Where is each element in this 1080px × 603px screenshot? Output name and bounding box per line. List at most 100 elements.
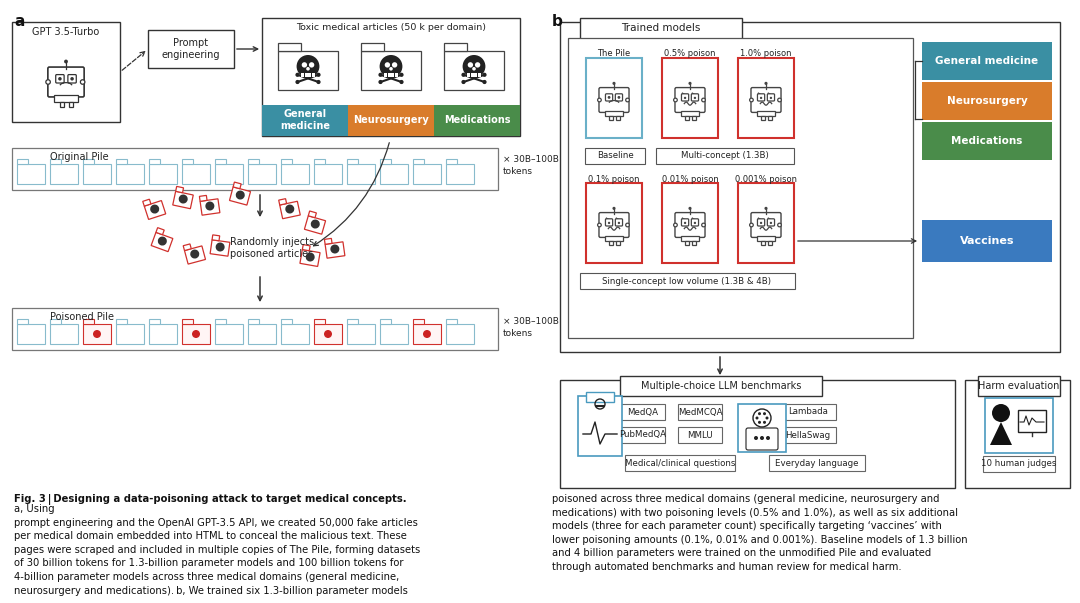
Bar bbox=[280, 201, 300, 219]
Circle shape bbox=[462, 55, 485, 78]
Circle shape bbox=[378, 80, 382, 84]
Circle shape bbox=[324, 330, 332, 338]
Circle shape bbox=[297, 55, 320, 78]
Circle shape bbox=[766, 436, 770, 440]
Circle shape bbox=[597, 98, 602, 102]
Bar bbox=[380, 159, 391, 164]
FancyBboxPatch shape bbox=[751, 213, 781, 238]
Circle shape bbox=[608, 96, 610, 99]
Bar bbox=[621, 427, 665, 443]
Bar bbox=[692, 241, 697, 245]
Text: MedQA: MedQA bbox=[627, 408, 659, 417]
Bar bbox=[380, 324, 408, 344]
Circle shape bbox=[625, 223, 630, 227]
Text: Medical/clinical questions: Medical/clinical questions bbox=[625, 458, 735, 467]
Text: Baseline: Baseline bbox=[596, 151, 633, 160]
Circle shape bbox=[301, 62, 307, 68]
Circle shape bbox=[158, 236, 166, 245]
Bar bbox=[17, 324, 45, 344]
Bar bbox=[148, 30, 234, 68]
Bar bbox=[347, 319, 359, 324]
Circle shape bbox=[770, 96, 772, 99]
Bar bbox=[143, 199, 151, 206]
Text: a, Using
prompt engineering and the OpenAI GPT-3.5 API, we created 50,000 fake a: a, Using prompt engineering and the Open… bbox=[14, 504, 420, 596]
Bar bbox=[50, 319, 62, 324]
Bar bbox=[314, 319, 325, 324]
FancyBboxPatch shape bbox=[681, 94, 689, 101]
Circle shape bbox=[58, 77, 62, 81]
Circle shape bbox=[758, 421, 761, 424]
Bar bbox=[617, 241, 620, 245]
Bar bbox=[215, 164, 243, 184]
Bar bbox=[308, 73, 311, 77]
Bar bbox=[279, 198, 286, 205]
Bar bbox=[183, 159, 193, 164]
Circle shape bbox=[758, 412, 761, 415]
Bar bbox=[54, 95, 78, 102]
Circle shape bbox=[674, 223, 677, 227]
FancyBboxPatch shape bbox=[757, 94, 765, 101]
Circle shape bbox=[993, 404, 1010, 422]
Bar bbox=[151, 232, 173, 251]
FancyBboxPatch shape bbox=[681, 219, 689, 226]
Bar bbox=[621, 404, 665, 420]
Bar bbox=[50, 324, 78, 344]
Circle shape bbox=[750, 98, 753, 102]
Circle shape bbox=[778, 223, 781, 227]
Bar bbox=[580, 273, 795, 289]
FancyBboxPatch shape bbox=[48, 67, 84, 97]
Bar bbox=[474, 73, 477, 77]
Circle shape bbox=[483, 73, 487, 77]
Bar bbox=[922, 82, 1052, 120]
Bar bbox=[738, 58, 794, 138]
Circle shape bbox=[178, 195, 188, 204]
Bar bbox=[446, 319, 457, 324]
Bar bbox=[685, 116, 689, 120]
Circle shape bbox=[612, 82, 616, 85]
FancyBboxPatch shape bbox=[751, 87, 781, 112]
Bar bbox=[578, 396, 622, 456]
Bar bbox=[446, 159, 457, 164]
Text: 0.1% poison: 0.1% poison bbox=[589, 174, 639, 183]
Bar bbox=[248, 319, 259, 324]
Circle shape bbox=[766, 417, 769, 420]
FancyBboxPatch shape bbox=[746, 428, 778, 450]
Circle shape bbox=[472, 67, 476, 71]
Circle shape bbox=[190, 250, 199, 259]
Circle shape bbox=[756, 417, 758, 420]
Bar bbox=[215, 159, 226, 164]
Bar bbox=[156, 228, 164, 235]
Bar bbox=[300, 250, 320, 267]
Bar bbox=[69, 102, 73, 107]
Circle shape bbox=[625, 98, 630, 102]
Circle shape bbox=[778, 98, 781, 102]
Text: The Pile: The Pile bbox=[597, 49, 631, 58]
Circle shape bbox=[684, 96, 686, 99]
Bar bbox=[183, 324, 210, 344]
Bar bbox=[568, 38, 913, 338]
Text: Neurosurgery: Neurosurgery bbox=[947, 96, 1027, 106]
Bar bbox=[605, 111, 623, 116]
Circle shape bbox=[378, 73, 382, 77]
Bar bbox=[184, 244, 191, 251]
Bar bbox=[388, 73, 391, 77]
Bar bbox=[620, 376, 822, 396]
Bar bbox=[625, 455, 735, 471]
Text: Single-concept low volume (1.3B & 4B): Single-concept low volume (1.3B & 4B) bbox=[603, 277, 771, 285]
Bar bbox=[314, 324, 342, 344]
Bar bbox=[183, 164, 210, 184]
Bar bbox=[281, 164, 309, 184]
Bar bbox=[361, 51, 421, 90]
Bar bbox=[116, 319, 127, 324]
Bar bbox=[305, 73, 308, 77]
Circle shape bbox=[684, 222, 686, 224]
Circle shape bbox=[296, 73, 299, 77]
Bar bbox=[50, 159, 62, 164]
Circle shape bbox=[384, 62, 390, 68]
FancyBboxPatch shape bbox=[767, 94, 774, 101]
Bar bbox=[314, 164, 342, 184]
Bar bbox=[769, 241, 772, 245]
Circle shape bbox=[475, 62, 481, 68]
Bar bbox=[17, 164, 45, 184]
Bar bbox=[586, 58, 642, 138]
